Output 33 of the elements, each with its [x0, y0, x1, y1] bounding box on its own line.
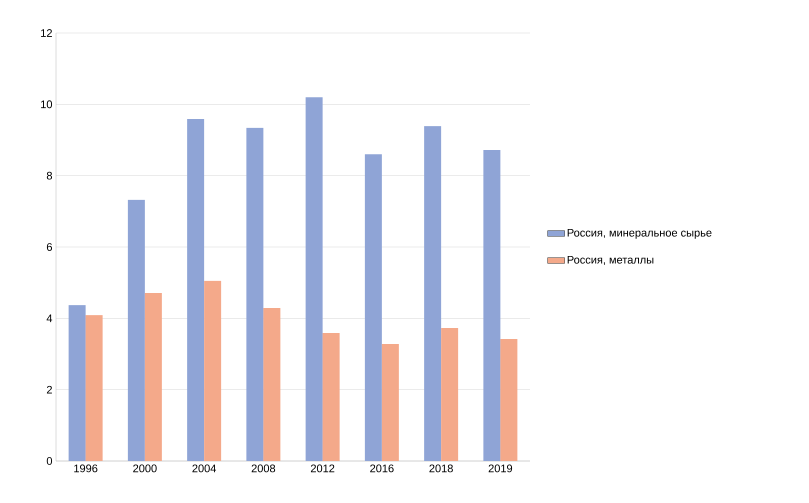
- x-tick-label: 2000: [133, 464, 157, 472]
- bar: [483, 150, 500, 461]
- x-tick-label: 2012: [310, 464, 334, 472]
- x-tick-label: 2018: [429, 464, 453, 472]
- bar: [68, 305, 86, 461]
- y-tick-label: 10: [41, 100, 52, 108]
- bar: [500, 339, 518, 461]
- x-tick-label: 2019: [488, 464, 512, 472]
- bar: [306, 97, 323, 461]
- x-tick-label: 1996: [74, 464, 98, 472]
- bar: [204, 280, 222, 461]
- bar: [263, 308, 280, 461]
- x-tick-label: 2004: [192, 464, 216, 472]
- y-tick-label: 6: [46, 243, 52, 251]
- bar: [144, 293, 162, 461]
- bar: [246, 128, 264, 461]
- legend-label: Россия, минеральное сырье: [568, 228, 712, 239]
- bar: [382, 344, 399, 461]
- y-tick-label: 12: [41, 29, 52, 37]
- bar: [424, 126, 442, 461]
- bar: [128, 200, 145, 461]
- bar: [322, 332, 340, 461]
- x-tick-label: 2016: [370, 464, 394, 472]
- y-tick-label: 2: [46, 386, 52, 394]
- bar: [364, 154, 382, 461]
- bar: [441, 328, 458, 461]
- bar: [187, 118, 204, 461]
- y-tick-label: 4: [46, 314, 52, 322]
- y-tick-label: 0: [46, 457, 52, 465]
- bar: [86, 315, 103, 461]
- x-tick-label: 2008: [252, 464, 276, 472]
- legend-label: Россия, металлы: [568, 256, 654, 265]
- y-tick-label: 8: [46, 172, 52, 180]
